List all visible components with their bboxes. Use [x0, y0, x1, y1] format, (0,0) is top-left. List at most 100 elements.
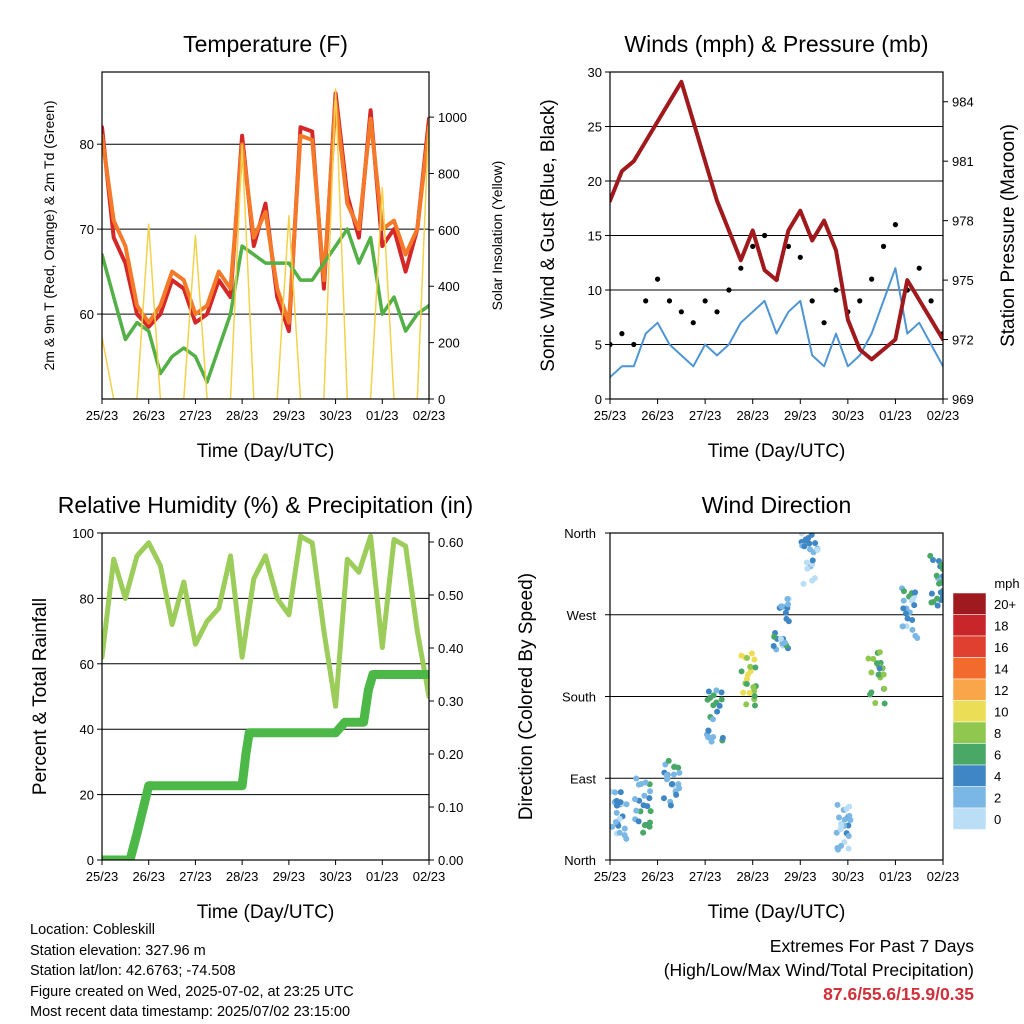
y-tick-label: 80: [80, 591, 94, 606]
direction-point: [708, 738, 715, 745]
x-tick-label: 01/23: [879, 869, 912, 884]
gust-point: [809, 298, 815, 304]
panel-title: Wind Direction: [702, 492, 852, 518]
direction-point: [743, 701, 750, 708]
direction-point: [876, 665, 883, 672]
direction-point: [644, 803, 651, 810]
gust-point: [892, 222, 899, 228]
x-tick-label: 27/23: [689, 408, 722, 423]
direction-point: [751, 693, 758, 700]
direction-point: [778, 603, 785, 610]
station-latlon: Station lat/lon: 42.6763; -74.508: [30, 963, 236, 979]
x-tick-label: 25/23: [594, 408, 627, 423]
y2-tick-label: 600: [438, 223, 460, 238]
direction-point: [751, 702, 758, 709]
direction-point: [800, 580, 807, 587]
direction-point: [751, 656, 758, 663]
direction-point: [670, 771, 677, 778]
direction-point: [934, 602, 941, 609]
gust-point: [631, 341, 637, 348]
direction-point: [784, 595, 791, 602]
direction-point: [740, 689, 747, 696]
direction-point: [845, 845, 852, 852]
direction-point: [928, 599, 935, 606]
colorbar-label: 8: [994, 726, 1001, 741]
gust-point: [714, 309, 720, 315]
direction-point: [809, 577, 816, 584]
gust-point: [654, 276, 661, 282]
x-tick-label: 29/23: [273, 408, 306, 423]
x-tick-label: 28/23: [736, 408, 769, 423]
direction-point: [911, 602, 918, 609]
y-category-label: North: [564, 526, 596, 541]
y-axis-label: Percent & Total Rainfall: [30, 598, 51, 795]
gust-point: [702, 298, 708, 304]
direction-point: [900, 588, 907, 595]
direction-point: [671, 764, 678, 771]
gust-point: [857, 298, 863, 304]
direction-point: [747, 663, 754, 670]
y-tick-label: 80: [80, 137, 94, 152]
colorbar-label: 18: [994, 619, 1008, 634]
colorbar-swatch: [952, 743, 987, 766]
x-axis-label: Time (Day/UTC): [708, 441, 846, 462]
x-tick-label: 27/23: [689, 869, 722, 884]
colorbar-swatch: [952, 786, 987, 809]
y-tick-label: 60: [80, 307, 94, 322]
y-tick-label: 40: [80, 722, 94, 737]
direction-point: [809, 557, 816, 564]
colorbar-swatch: [952, 678, 987, 701]
plot-frame: [609, 532, 944, 861]
x-tick-label: 26/23: [641, 869, 674, 884]
colorbar-swatch: [952, 592, 987, 615]
direction-point: [909, 616, 916, 623]
y2-tick-label: 0.00: [438, 853, 463, 868]
direction-point: [876, 649, 883, 656]
y2-tick-label: 984: [952, 95, 974, 110]
direction-point: [841, 816, 848, 823]
y2-tick-label: 972: [952, 333, 974, 348]
direction-point: [785, 601, 792, 608]
x-tick-label: 30/23: [832, 869, 865, 884]
y2-tick-label: 0: [438, 392, 445, 407]
direction-point: [838, 842, 845, 849]
direction-point: [833, 829, 840, 836]
x-tick-label: 01/23: [366, 408, 399, 423]
direction-point: [909, 626, 916, 633]
series-line-rh: [102, 533, 429, 709]
direction-point: [716, 702, 723, 709]
y2-tick-label: 981: [952, 154, 974, 169]
x-axis-label: Time (Day/UTC): [197, 902, 335, 923]
direction-point: [613, 802, 620, 809]
direction-point: [834, 801, 841, 808]
direction-point: [718, 689, 725, 696]
panel-1: Temperature (F)6070800200400600800100025…: [41, 31, 505, 462]
colorbar-label: 0: [994, 812, 1001, 827]
y-tick-label: 15: [588, 229, 602, 244]
y-axis-label: Direction (Colored By Speed): [516, 573, 537, 820]
plot-frame: [609, 71, 944, 400]
y-tick-label: 0: [87, 853, 94, 868]
y-category-label: East: [570, 771, 596, 786]
x-tick-label: 29/23: [273, 869, 306, 884]
y-axis-label: 2m & 9m T (Red, Orange) & 2m Td (Green): [41, 101, 57, 371]
x-axis-label: Time (Day/UTC): [197, 441, 335, 462]
extremes-values: 87.6/55.6/15.9/0.35: [823, 984, 974, 1004]
plot-area: [102, 533, 429, 860]
direction-point: [676, 785, 683, 792]
series-line-precip: [102, 670, 429, 860]
y-axis-label: Sonic Wind & Gust (Blue, Black): [538, 99, 559, 371]
plot-frame: [101, 71, 430, 400]
y2-tick-label: 0.20: [438, 747, 463, 762]
gust-point: [666, 298, 673, 304]
direction-point: [705, 727, 712, 734]
gust-point: [916, 265, 922, 271]
gust-point: [690, 320, 696, 326]
direction-point: [814, 546, 821, 553]
direction-point: [710, 702, 717, 709]
direction-point: [927, 552, 934, 559]
series-line-td2m: [102, 227, 429, 384]
y-tick-label: 25: [588, 120, 602, 135]
x-tick-label: 02/23: [413, 869, 446, 884]
gust-point: [610, 341, 613, 348]
